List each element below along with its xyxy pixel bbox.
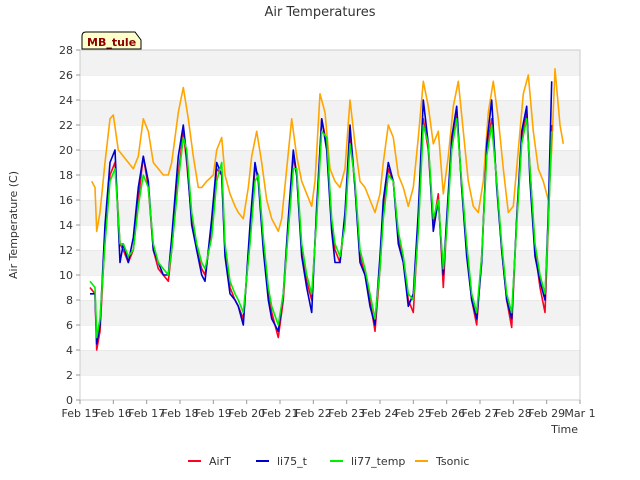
grid-band: [80, 125, 580, 150]
x-tick-label: Feb 24: [362, 407, 399, 420]
grid-band: [80, 75, 580, 100]
x-tick-label: Feb 25: [395, 407, 432, 420]
y-tick-label: 8: [66, 294, 73, 307]
grid-band: [80, 300, 580, 325]
y-tick-label: 20: [59, 144, 73, 157]
grid-band: [80, 350, 580, 375]
y-tick-label: 26: [59, 69, 73, 82]
x-tick-label: Feb 29: [528, 407, 565, 420]
x-axis-title: Time: [550, 423, 578, 436]
station-badge-label: MB_tule: [87, 36, 136, 49]
legend: AirT li75_t li77_temp Tsonic: [188, 455, 469, 468]
grid-band: [80, 225, 580, 250]
y-tick-label: 16: [59, 194, 73, 207]
station-badge-shape: [81, 31, 142, 50]
y-tick-label: 24: [59, 94, 73, 107]
grid-band: [80, 250, 580, 275]
x-tick-label: Feb 27: [462, 407, 499, 420]
y-tick-label: 14: [59, 219, 73, 232]
x-tick-label: Feb 19: [195, 407, 232, 420]
grid-band: [80, 375, 580, 400]
x-tick-label: Feb 26: [428, 407, 465, 420]
grid-band: [80, 100, 580, 125]
y-tick-label: 12: [59, 244, 73, 257]
y-tick-label: 22: [59, 119, 73, 132]
grid-band: [80, 325, 580, 350]
x-tick-label: Feb 22: [295, 407, 332, 420]
y-tick-label: 28: [59, 44, 73, 57]
y-tick-label: 10: [59, 269, 73, 282]
legend-label: li75_t: [277, 455, 308, 468]
x-tick-label: Feb 15: [62, 407, 99, 420]
y-tick-label: 0: [66, 394, 73, 407]
x-tick-label: Feb 21: [262, 407, 299, 420]
y-tick-label: 6: [66, 319, 73, 332]
legend-label: AirT: [209, 455, 231, 468]
legend-label: Tsonic: [435, 455, 469, 468]
x-tick-label: Feb 28: [495, 407, 532, 420]
x-tick-label: Feb 18: [162, 407, 199, 420]
x-tick-label: Feb 17: [128, 407, 165, 420]
series-layer: [89, 68, 565, 351]
y-tick-label: 2: [66, 369, 73, 382]
series-line-li77-temp: [89, 118, 553, 339]
y-tick-label: 18: [59, 169, 73, 182]
legend-label: li77_temp: [351, 455, 405, 468]
x-tick-label: Feb 23: [328, 407, 365, 420]
y-axis-title: Air Temperature (C): [7, 171, 20, 279]
x-tick-label: Feb 16: [95, 407, 132, 420]
x-tick-label: Mar 1: [564, 407, 595, 420]
grid-band: [80, 275, 580, 300]
x-tick-label: Feb 20: [228, 407, 265, 420]
chart-title: Air Temperatures: [264, 5, 375, 20]
station-badge: MB_tule: [81, 31, 142, 50]
grid-bands: [80, 49, 580, 400]
grid-band: [80, 50, 580, 75]
y-tick-label: 4: [66, 344, 73, 357]
